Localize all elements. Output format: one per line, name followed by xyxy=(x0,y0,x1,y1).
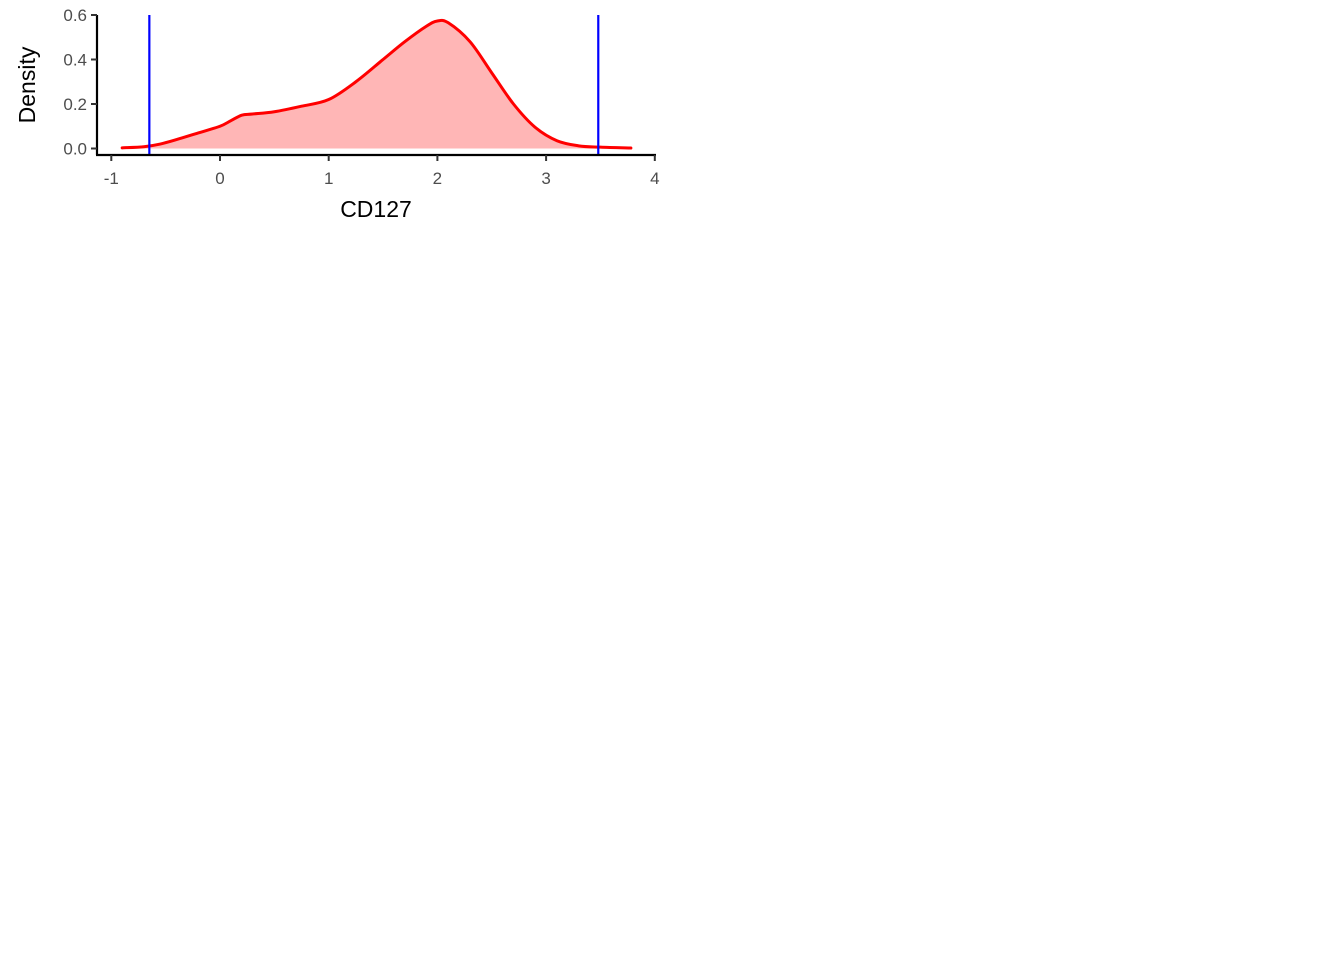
plot-area xyxy=(120,18,633,150)
x-axis-ticks: -1 0 1 2 3 4 xyxy=(104,155,660,188)
cutoff-lines xyxy=(148,15,600,155)
x-tick-label: 0 xyxy=(215,169,224,188)
y-tick-label: 0.4 xyxy=(63,51,87,70)
x-tick-label: 1 xyxy=(324,169,333,188)
x-tick-label: 2 xyxy=(433,169,442,188)
y-tick-label: 0.6 xyxy=(63,6,87,25)
y-tick-label: 0.2 xyxy=(63,95,87,114)
density-curve-line xyxy=(120,18,633,150)
y-axis-title: Density xyxy=(14,46,40,123)
y-tick-label: 0.0 xyxy=(63,140,87,159)
density-area-fill xyxy=(122,20,631,149)
y-axis-ticks: 0.0 0.2 0.4 0.6 xyxy=(63,6,97,159)
x-axis-title: CD127 xyxy=(340,196,412,222)
x-tick-label: 4 xyxy=(650,169,659,188)
x-tick-label: -1 xyxy=(104,169,119,188)
x-tick-label: 3 xyxy=(541,169,550,188)
